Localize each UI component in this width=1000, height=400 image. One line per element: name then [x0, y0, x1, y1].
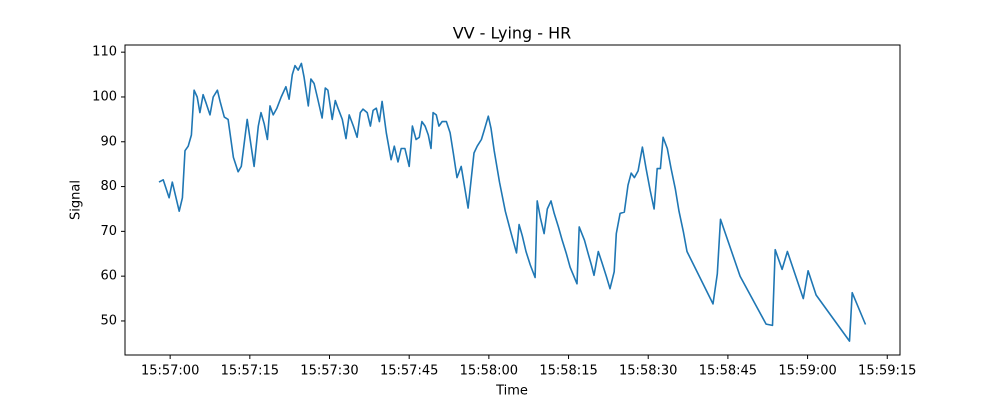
x-tick-label: 15:57:30	[300, 364, 358, 379]
y-tick-label: 110	[92, 45, 117, 60]
x-tick-label: 15:58:45	[699, 364, 757, 379]
x-tick-label: 15:58:00	[460, 364, 518, 379]
y-tick-label: 50	[100, 313, 117, 328]
y-tick-label: 90	[100, 134, 117, 149]
x-axis-label: Time	[495, 384, 528, 399]
y-tick-label: 80	[100, 179, 117, 194]
x-tick-label: 15:59:15	[858, 364, 916, 379]
x-tick-label: 15:57:00	[141, 364, 199, 379]
y-tick-label: 60	[100, 269, 117, 284]
chart-title: VV - Lying - HR	[453, 24, 572, 43]
y-tick-label: 70	[100, 224, 117, 239]
x-tick-label: 15:58:30	[619, 364, 677, 379]
x-tick-label: 15:58:15	[539, 364, 597, 379]
y-tick-label: 100	[92, 89, 117, 104]
x-tick-label: 15:57:15	[221, 364, 279, 379]
y-axis-label: Signal	[69, 180, 84, 220]
x-tick-label: 15:57:45	[380, 364, 438, 379]
x-tick-label: 15:59:00	[778, 364, 836, 379]
plot-frame	[124, 44, 901, 356]
data-line	[158, 62, 867, 342]
